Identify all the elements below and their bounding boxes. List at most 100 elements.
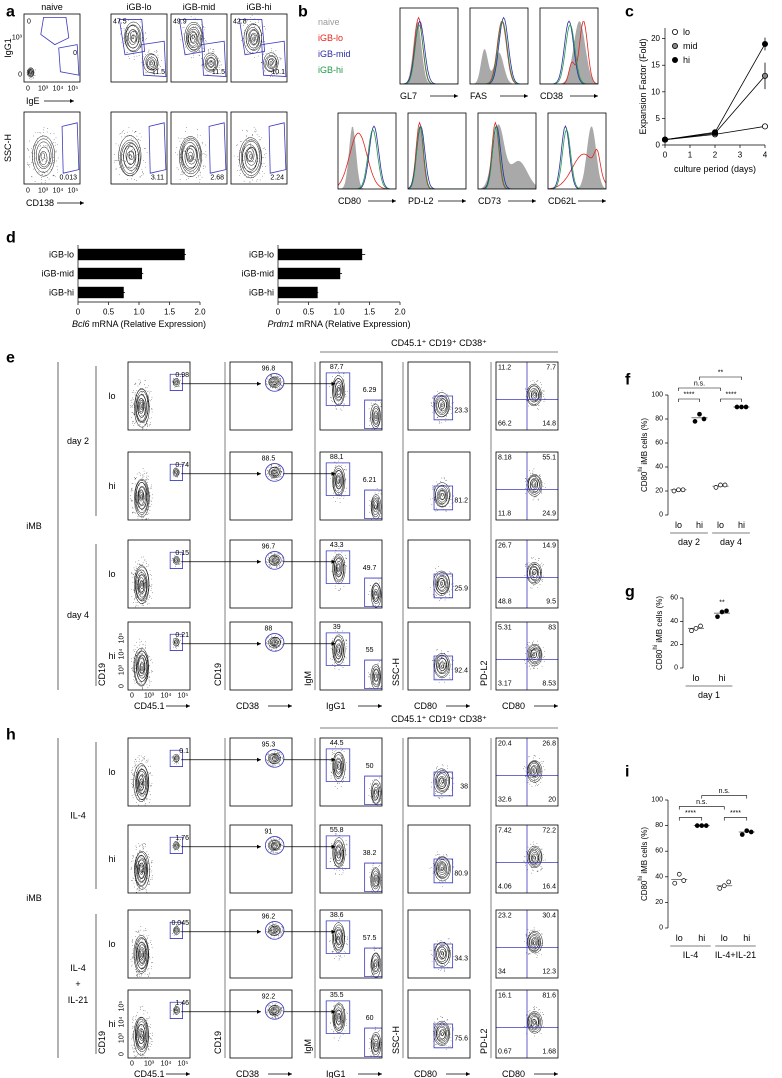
contour [138,944,146,964]
event-dot [439,874,441,876]
contour [333,754,344,778]
event-dot [445,774,447,776]
contour [184,21,203,53]
event-dot [146,797,147,799]
event-dot [342,869,343,870]
event-dot [205,150,207,152]
contour [268,58,274,66]
event-dot [275,478,277,480]
event-dot [345,469,347,470]
event-dot [446,479,448,481]
event-dot [149,956,150,958]
event-dot [439,581,441,583]
event-dot [268,846,270,848]
contour [137,655,147,679]
event-dot [434,596,436,597]
event-dot [125,161,126,162]
event-dot [151,497,153,499]
event-dot [55,150,57,152]
event-dot [135,395,136,396]
event-dot [274,476,276,478]
event-dot [134,179,135,180]
event-dot [274,74,275,76]
event-dot [533,557,534,558]
event-dot [524,574,526,576]
event-dot [276,566,278,568]
event-dot [280,378,282,379]
event-dot [127,52,128,53]
gate-value: 0.013 [59,175,77,182]
event-dot [450,409,452,410]
event-dot [442,765,444,767]
event-dot [136,974,138,976]
event-dot [282,756,284,758]
event-dot [334,852,335,854]
contour [440,581,444,586]
event-dot [140,564,141,566]
event-dot [276,74,278,75]
event-dot [257,161,259,163]
event-dot [150,486,152,488]
plot-frame [319,451,383,521]
gate-value: 8.53 [542,680,556,687]
event-dot [149,791,151,792]
event-dot [27,149,29,150]
event-dot [448,651,449,653]
event-dot [537,870,539,872]
event-dot [137,577,139,578]
contour [371,953,381,974]
event-dot [374,404,376,405]
event-dot [141,649,142,651]
contour [240,139,262,176]
axis-label: CD80 [338,196,361,206]
event-dot [133,137,135,139]
event-dot [256,178,258,180]
event-dot [330,478,332,479]
event-dot [533,575,534,577]
event-dot [207,50,209,52]
event-dot [138,574,140,576]
event-dot [267,473,268,474]
event-dot [270,470,271,472]
event-dot [436,791,437,793]
flow-plot [325,630,382,690]
event-dot [147,599,149,601]
event-dot [268,930,270,932]
event-dot [343,951,345,952]
event-dot [139,653,141,654]
contour [135,768,149,800]
event-dot [145,582,147,584]
event-dot [146,424,148,425]
event-dot [338,959,340,961]
gate-value: 49.9 [173,19,187,26]
event-dot [54,150,56,152]
event-dot [145,808,146,809]
event-dot [251,15,253,17]
event-dot [370,869,372,871]
gate-value: 0.98 [175,372,189,379]
event-dot [534,562,536,564]
event-dot [214,73,215,74]
event-dot [134,26,136,28]
event-dot [136,135,138,137]
event-dot [272,476,274,478]
event-dot [144,791,146,793]
event-dot [269,466,271,468]
event-dot [370,975,372,976]
event-dot [151,775,153,776]
event-dot [334,668,336,670]
event-dot [437,416,439,418]
event-dot [338,782,340,784]
event-dot [150,590,152,591]
contour [370,952,382,978]
plot-frame [319,737,383,807]
event-dot [280,640,282,641]
gate-value: 3.11 [151,175,164,182]
event-dot [447,938,449,940]
event-dot [219,60,221,62]
event-dot [138,889,140,891]
event-dot [123,41,125,43]
event-dot [282,560,284,561]
event-dot [210,61,212,63]
contour [438,398,447,412]
